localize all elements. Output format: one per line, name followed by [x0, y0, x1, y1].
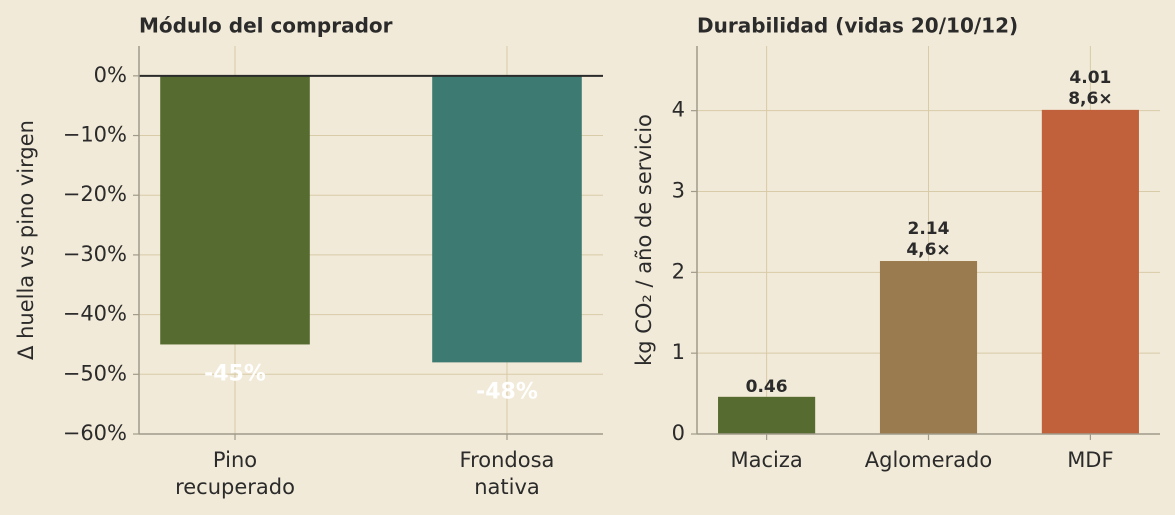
- bar: [160, 75, 310, 345]
- y-tick-label: −50%: [63, 361, 127, 385]
- y-tick-label: −30%: [63, 242, 127, 266]
- y-tick-label: −40%: [63, 302, 127, 326]
- x-tick-label: Maciza: [730, 448, 802, 472]
- y-tick-label: −60%: [63, 421, 127, 445]
- multiplier-label: 8,6×: [1068, 89, 1112, 109]
- y-tick-label: 4: [672, 98, 685, 122]
- chart-title: Módulo del comprador: [139, 14, 393, 38]
- y-tick-label: 0: [672, 421, 685, 445]
- bar: [1041, 109, 1139, 434]
- y-tick-label: 3: [672, 179, 685, 203]
- y-axis-label: Δ huella vs pino virgen: [14, 120, 38, 360]
- multiplier-label: 4,6×: [906, 240, 950, 260]
- bar: [879, 261, 978, 434]
- x-tick-label: Pino recuperado: [175, 448, 295, 499]
- x-tick-label: Aglomerado: [865, 448, 992, 472]
- y-tick-label: −10%: [63, 123, 127, 147]
- value-label: -45%: [204, 361, 266, 386]
- value-label: 2.14: [908, 219, 950, 239]
- value-label: 0.46: [746, 377, 788, 397]
- y-tick-label: 1: [672, 340, 685, 364]
- bar: [432, 75, 582, 363]
- value-label: 4.01: [1069, 68, 1111, 88]
- bar: [718, 396, 816, 434]
- value-label: -48%: [476, 379, 538, 404]
- y-tick-label: 2: [672, 259, 685, 283]
- x-tick-label: Frondosa nativa: [460, 448, 555, 499]
- chart-title: Durabilidad (vidas 20/10/12): [697, 14, 1018, 38]
- y-tick-label: 0%: [94, 63, 127, 87]
- y-axis-label: kg CO₂ / año de servicio: [632, 114, 656, 366]
- x-tick-label: MDF: [1067, 448, 1113, 472]
- y-tick-label: −20%: [63, 182, 127, 206]
